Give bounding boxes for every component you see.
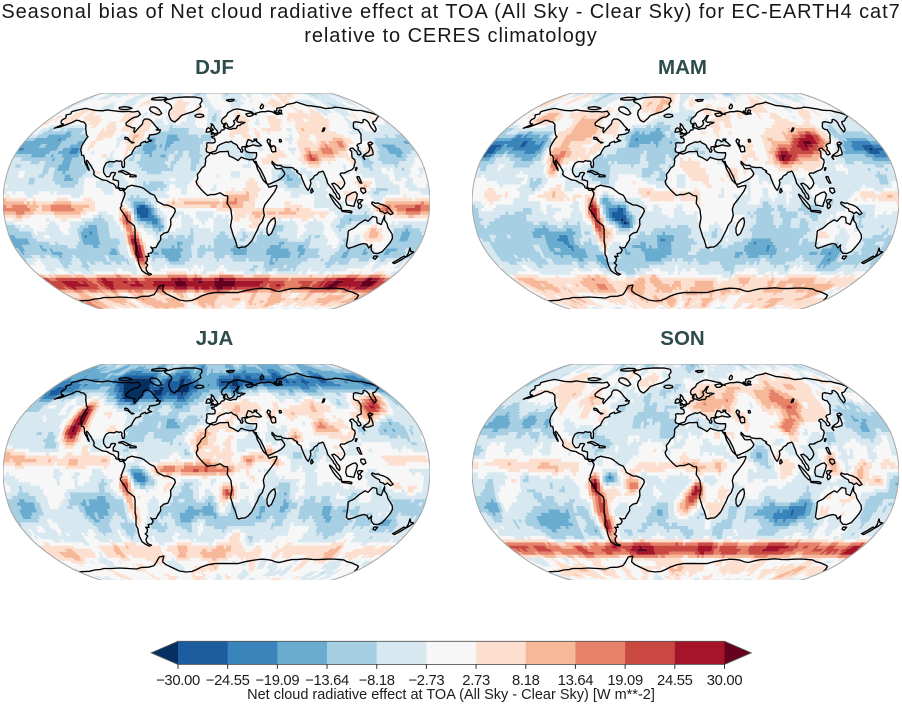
svg-text:−30.00: −30.00 — [156, 673, 200, 689]
svg-text:−13.64: −13.64 — [305, 673, 349, 689]
svg-text:Net cloud radiative effect at: Net cloud radiative effect at TOA (All S… — [247, 687, 655, 703]
svg-text:19.09: 19.09 — [607, 673, 643, 689]
svg-text:−24.55: −24.55 — [206, 673, 250, 689]
svg-text:−2.73: −2.73 — [408, 673, 444, 689]
svg-text:2.73: 2.73 — [462, 673, 490, 689]
svg-text:13.64: 13.64 — [558, 673, 594, 689]
svg-text:24.55: 24.55 — [657, 673, 693, 689]
svg-text:−8.18: −8.18 — [359, 673, 395, 689]
svg-text:30.00: 30.00 — [707, 673, 743, 689]
svg-text:8.18: 8.18 — [512, 673, 540, 689]
svg-text:−19.09: −19.09 — [255, 673, 299, 689]
